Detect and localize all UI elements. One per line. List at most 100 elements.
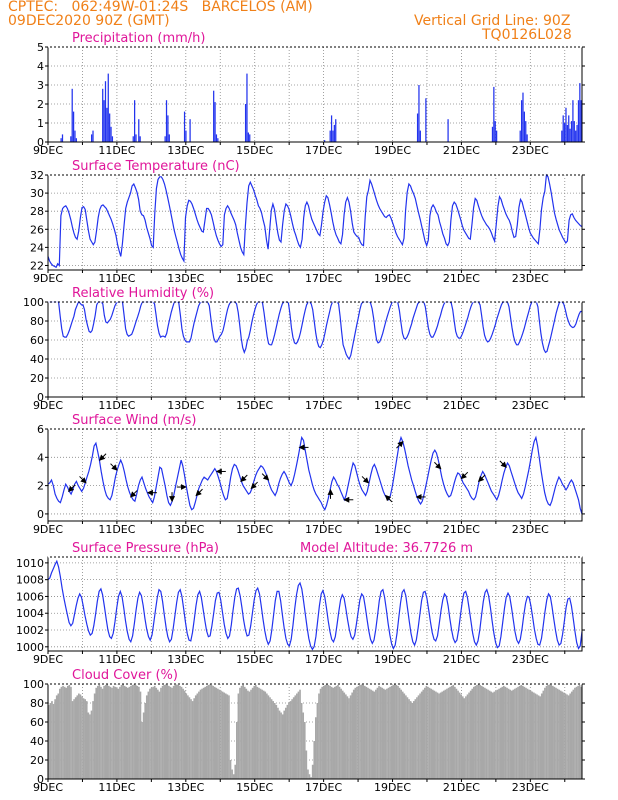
bar (109, 113, 111, 142)
bar (504, 686, 507, 779)
bar (253, 685, 256, 779)
bar (98, 684, 101, 779)
bar (454, 686, 456, 779)
bar (180, 686, 183, 779)
bar (60, 686, 63, 779)
y-tick-label: 1002 (16, 624, 44, 637)
bar (251, 687, 254, 779)
bar (439, 692, 442, 779)
bar (561, 130, 563, 142)
bar (512, 689, 515, 779)
bar (90, 134, 93, 142)
bar (573, 121, 575, 142)
bar (315, 717, 317, 779)
bar (49, 703, 52, 779)
wind-arrow (110, 463, 118, 471)
bar (326, 684, 328, 779)
bar (161, 685, 164, 779)
wind-arrow (361, 476, 370, 484)
bar (61, 134, 64, 142)
x-tick-label: 9DEC (33, 653, 63, 666)
bar (202, 687, 205, 779)
bar (416, 697, 418, 779)
bar (382, 688, 385, 779)
bar (435, 691, 437, 779)
bar (311, 764, 314, 779)
series-line (47, 559, 583, 651)
x-tick-label: 11DEC (98, 781, 135, 794)
bar (528, 689, 530, 779)
bar (444, 689, 447, 779)
bar (269, 697, 271, 779)
bar (234, 764, 237, 779)
x-tick-label: 17DEC (305, 399, 342, 412)
bar (95, 687, 98, 779)
bar (60, 138, 62, 142)
y-tick-label: 4 (37, 60, 44, 73)
x-tick-label: 21DEC (443, 272, 480, 285)
bar (259, 688, 262, 779)
bar (209, 684, 211, 779)
y-tick-label: 1008 (16, 574, 44, 587)
bar (569, 693, 572, 779)
bar (522, 92, 524, 142)
bar (245, 688, 248, 779)
bar (248, 691, 251, 779)
x-tick-label: 23DEC (512, 781, 549, 794)
bar (78, 693, 80, 779)
bar (561, 691, 564, 779)
bar (207, 684, 210, 779)
panel-title: Relative Humidity (%) (72, 286, 214, 301)
bar (536, 694, 538, 779)
series-line (47, 173, 583, 269)
bar (147, 691, 150, 779)
bar (111, 687, 113, 779)
bar (539, 696, 542, 779)
bar (302, 712, 305, 779)
bar (563, 123, 566, 142)
bar (319, 688, 322, 779)
bar (278, 710, 281, 779)
bar (134, 684, 137, 779)
bar (267, 695, 270, 779)
panel-0 (45, 46, 585, 145)
bar (281, 714, 284, 779)
bar (115, 687, 118, 779)
y-tick-label: 4 (37, 451, 44, 464)
wind-arrow (384, 494, 393, 503)
panel-title: Cloud Cover (%) (72, 668, 178, 683)
bar (491, 692, 494, 779)
bar (123, 685, 126, 779)
bar (283, 710, 286, 779)
bar (277, 707, 279, 779)
bar (482, 686, 485, 779)
bar (166, 684, 169, 779)
bar (498, 688, 500, 779)
bar (221, 691, 224, 779)
y-tick-label: 80 (30, 315, 44, 328)
bar (139, 691, 142, 779)
bar (218, 689, 221, 779)
bar (132, 136, 134, 142)
bar (405, 695, 407, 779)
x-tick-label: 9DEC (33, 144, 63, 157)
bar (472, 686, 475, 779)
bar (155, 687, 158, 779)
bar (243, 686, 246, 779)
bar (580, 686, 583, 779)
bar (523, 686, 526, 779)
bar (329, 685, 331, 779)
bar (167, 115, 169, 142)
bar (92, 701, 94, 779)
bar (333, 124, 335, 142)
bar (387, 687, 390, 779)
bar (75, 138, 77, 142)
bar (525, 121, 527, 142)
y-tick-label: 60 (30, 334, 44, 347)
bar (294, 695, 297, 779)
bar (307, 769, 309, 779)
plot-frame (47, 174, 583, 271)
bar (210, 684, 213, 779)
bar (520, 684, 523, 779)
bar (564, 693, 567, 779)
